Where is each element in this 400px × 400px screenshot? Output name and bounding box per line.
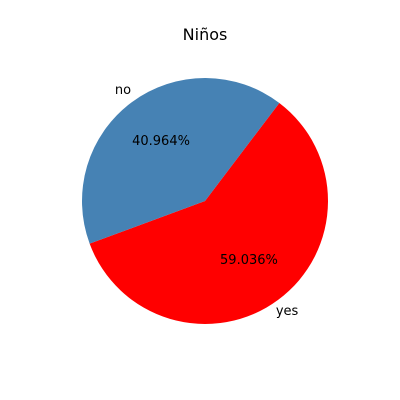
pie-labels: yes 59.036% no 40.964% xyxy=(115,83,299,319)
pie-slice-no xyxy=(82,77,280,244)
pie-slices xyxy=(82,77,329,324)
pie-label-yes: yes xyxy=(276,304,299,319)
chart-title: Niños xyxy=(183,25,228,44)
pie-slice-yes xyxy=(89,102,329,324)
pie-percent-yes: 59.036% xyxy=(220,253,278,268)
pie-label-no: no xyxy=(115,83,131,98)
pie-percent-no: 40.964% xyxy=(132,134,190,149)
